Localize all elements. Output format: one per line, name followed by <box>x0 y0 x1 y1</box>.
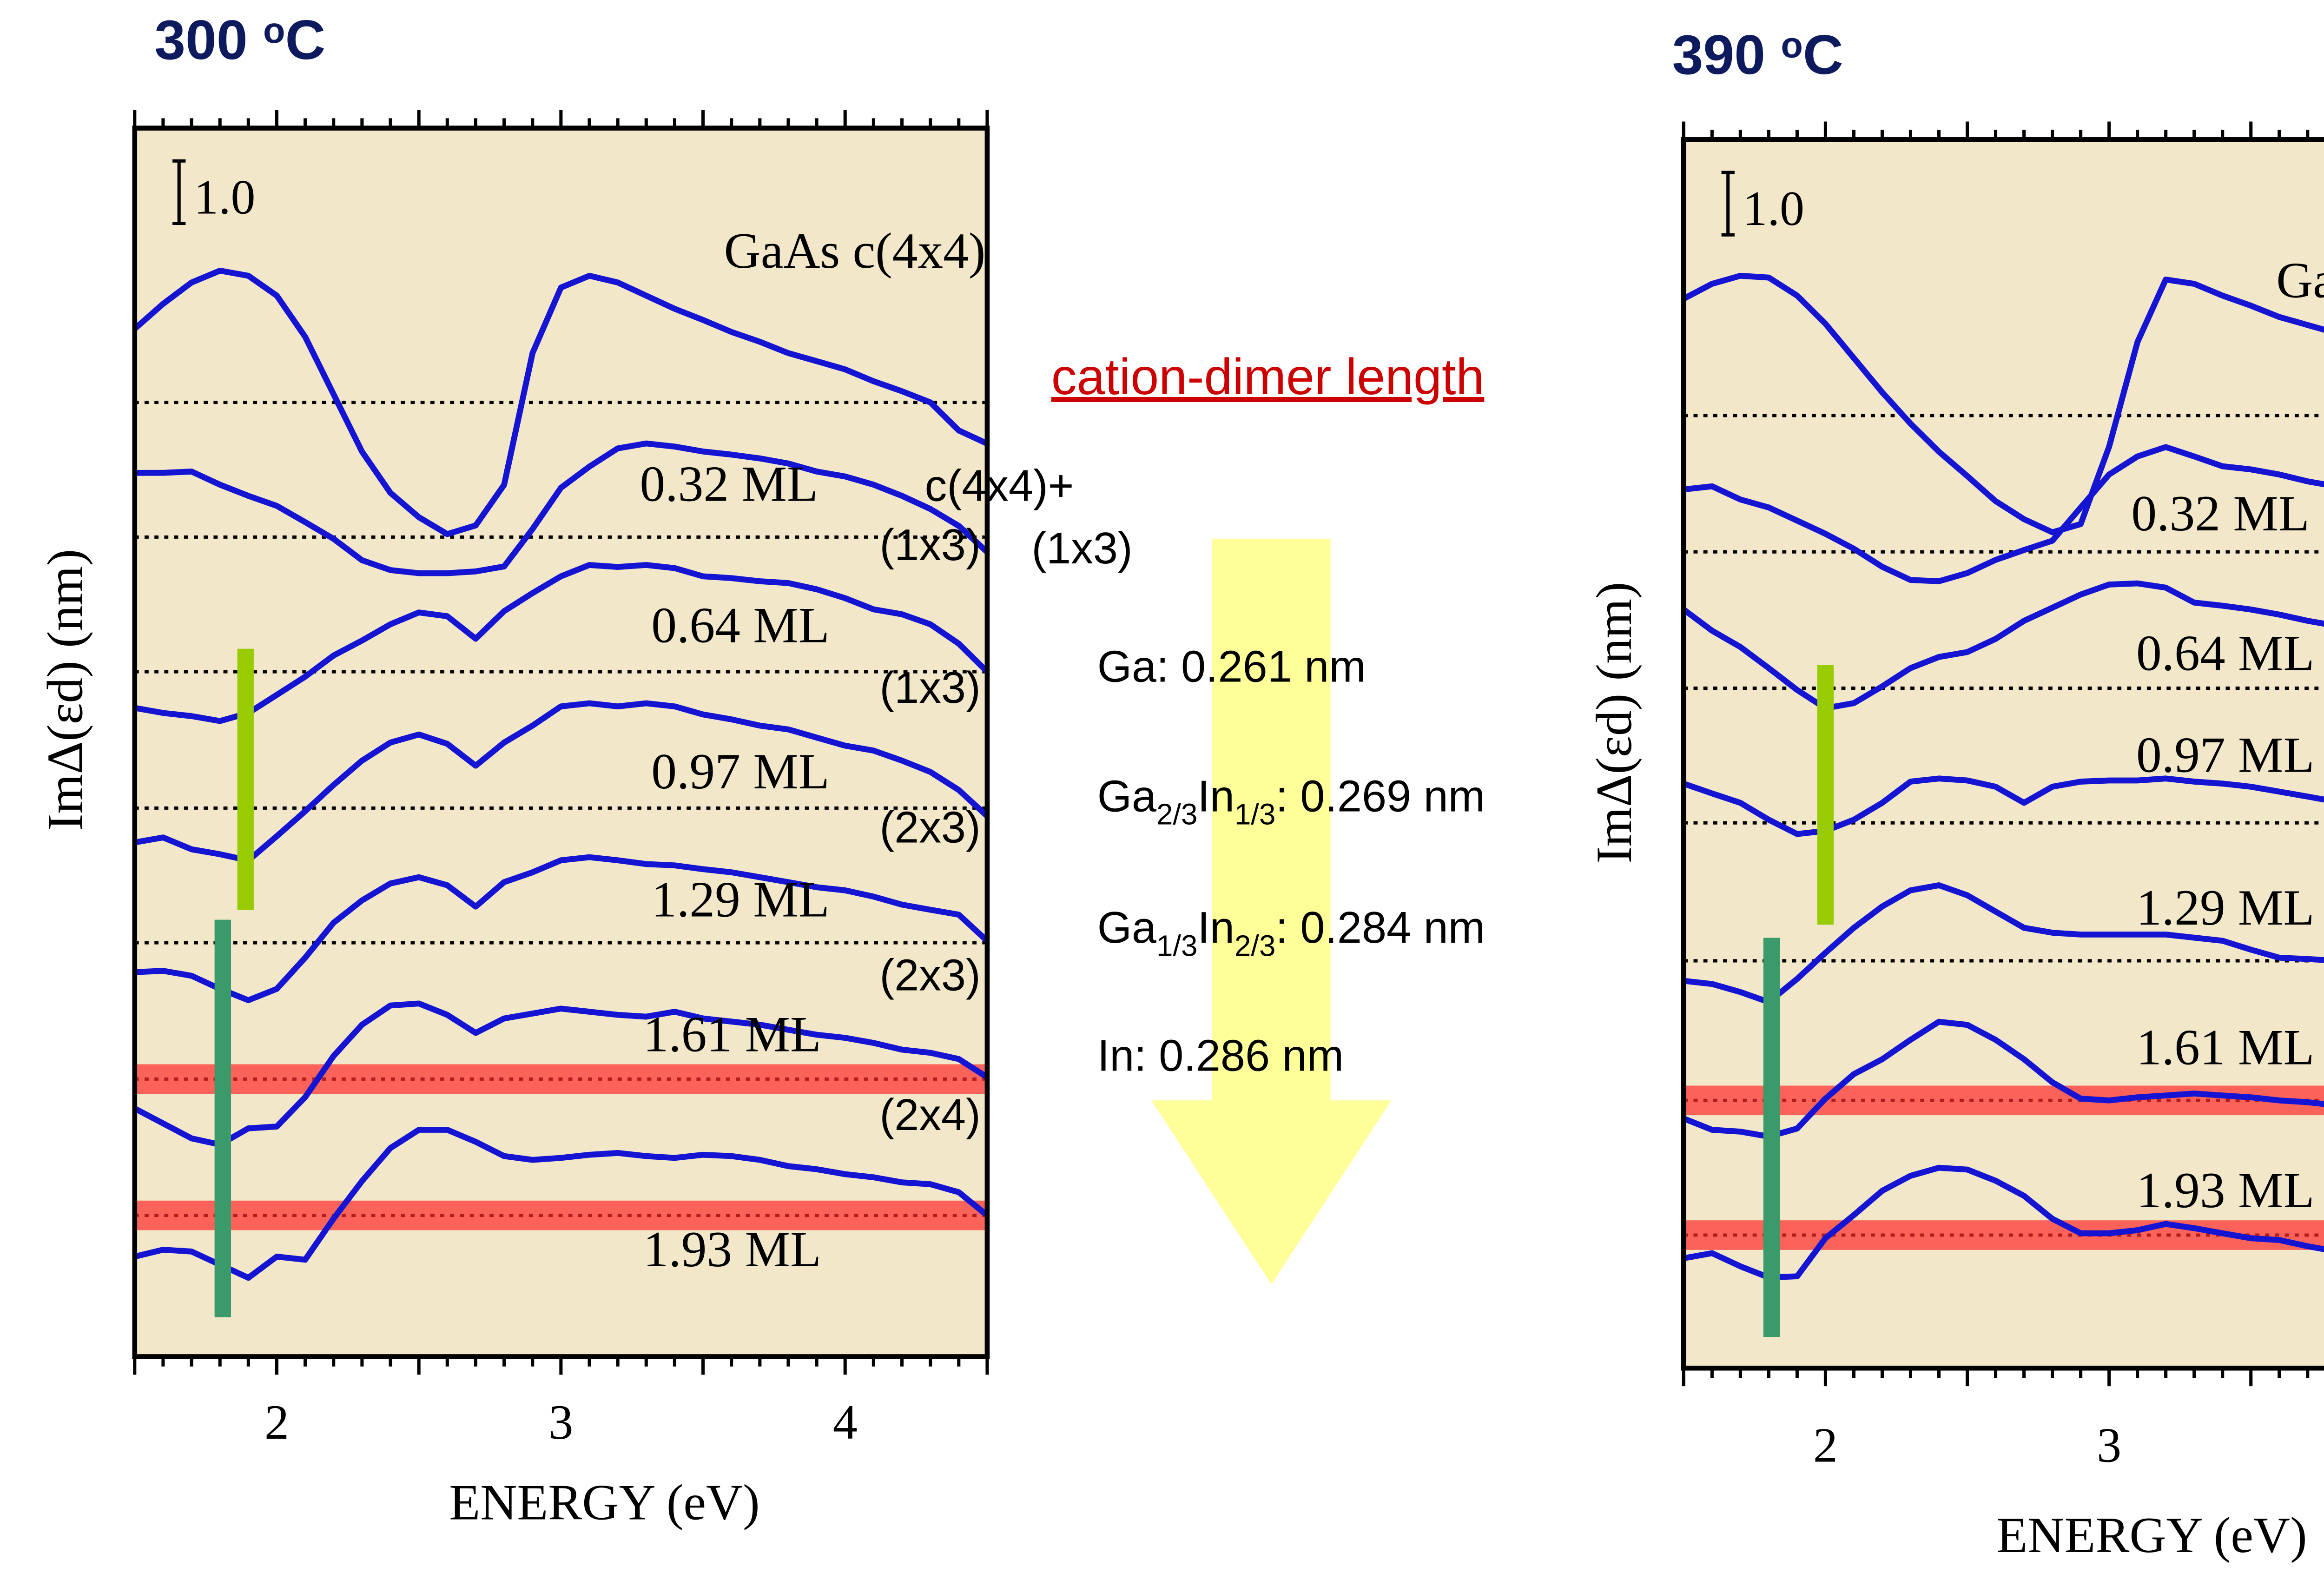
y-axis-label: ImΔ(εd) (nm) <box>37 549 93 831</box>
scale-bar-label: 1.0 <box>1743 181 1805 236</box>
series-label: 1.93 ML <box>643 1221 821 1277</box>
annotation-title: cation-dimer length <box>1051 349 1485 405</box>
outside-reconstruction-label-line1: c(4x4)+ <box>925 462 1074 511</box>
outside-reconstruction-label-line2: (1x3) <box>1031 524 1132 573</box>
series-label: GaAs c(4x4) <box>724 222 986 279</box>
series-label: 1.61 ML <box>2136 1019 2314 1076</box>
spectrum-curve <box>133 1000 989 1148</box>
x-tick-label: 2 <box>1813 1418 1838 1473</box>
spectrum-curve <box>134 440 990 576</box>
x-tick-label: 2 <box>264 1395 289 1449</box>
spectrum-curve <box>134 562 990 724</box>
spectrum-curve <box>1683 882 2324 1005</box>
series-label: 1.29 ML <box>2136 879 2314 936</box>
series-label: 0.64 ML <box>651 597 829 654</box>
spectrum-curve <box>1682 272 2324 535</box>
highlight-band <box>134 1200 987 1230</box>
reconstruction-label: (2x4) <box>879 1091 980 1140</box>
reconstruction-label: (2x3) <box>879 951 980 1000</box>
spectrum-curve <box>132 267 989 537</box>
spectrum-curve <box>1682 1018 2324 1140</box>
series-label: 0.32 ML <box>640 456 818 512</box>
series-label: 0.64 ML <box>2136 625 2314 681</box>
right-panel-title: 390 oC <box>1672 24 1843 86</box>
green-marker-bar <box>214 919 231 1317</box>
dimer-length-ga1-3-in2-3: Ga1/3In2/3: 0.284 nm <box>1097 903 1485 962</box>
spectrum-curve <box>1683 444 2324 584</box>
y-axis-label: ImΔ(εd) (nm) <box>1585 582 1642 864</box>
spectrum-curve <box>134 700 990 864</box>
series-label: GaAs c(4x4) <box>2276 252 2324 309</box>
reconstruction-label: (1x3) <box>879 663 980 713</box>
plot-area <box>1684 139 2324 1368</box>
spectrum-curve <box>134 1127 989 1281</box>
left-panel-title: 300 oC <box>154 9 325 71</box>
x-tick-label: 3 <box>548 1395 573 1449</box>
lightgreen-marker-bar <box>237 648 254 910</box>
x-axis-label: ENERGY (eV) <box>1996 1507 2307 1563</box>
dimer-length-ga: Ga: 0.261 nm <box>1097 642 1366 691</box>
reconstruction-label: (2x3) <box>879 803 980 853</box>
highlight-band <box>134 1064 987 1094</box>
reconstruction-label: (1x3) <box>879 521 980 570</box>
highlight-band <box>1684 1085 2324 1116</box>
series-label: 0.32 ML <box>2131 485 2309 542</box>
series-label: 0.97 ML <box>2136 727 2314 783</box>
dimer-length-in: In: 0.286 nm <box>1097 1031 1344 1081</box>
series-label: 0.97 ML <box>651 743 829 800</box>
spectrum-curve <box>1683 1164 2324 1281</box>
dimer-length-ga2-3-in1-3: Ga2/3In1/3: 0.269 nm <box>1097 772 1485 831</box>
green-marker-bar <box>1763 938 1780 1337</box>
lightgreen-marker-bar <box>1817 665 1834 925</box>
annotation-area: cation-dimer length c(4x4)+ (1x3) Ga: 0.… <box>925 349 1485 1285</box>
series-label: 1.93 ML <box>2136 1162 2314 1218</box>
down-arrow-icon <box>1151 538 1392 1285</box>
left-chart-panel: 2 3 4 ENERGY (eV) ImΔ(εd) (nm) 1.0 GaAs c(4x4)… <box>37 110 990 1530</box>
series-label: 1.61 ML <box>643 1005 821 1062</box>
series-label: 1.29 ML <box>651 871 829 928</box>
scale-bar-label: 1.0 <box>194 170 256 224</box>
spectrum-curve <box>134 854 990 1004</box>
x-axis-label: ENERGY (eV) <box>449 1474 759 1530</box>
plot-area <box>134 128 987 1357</box>
x-tick-label: 4 <box>833 1395 858 1449</box>
x-tick-label: 3 <box>2097 1418 2121 1473</box>
